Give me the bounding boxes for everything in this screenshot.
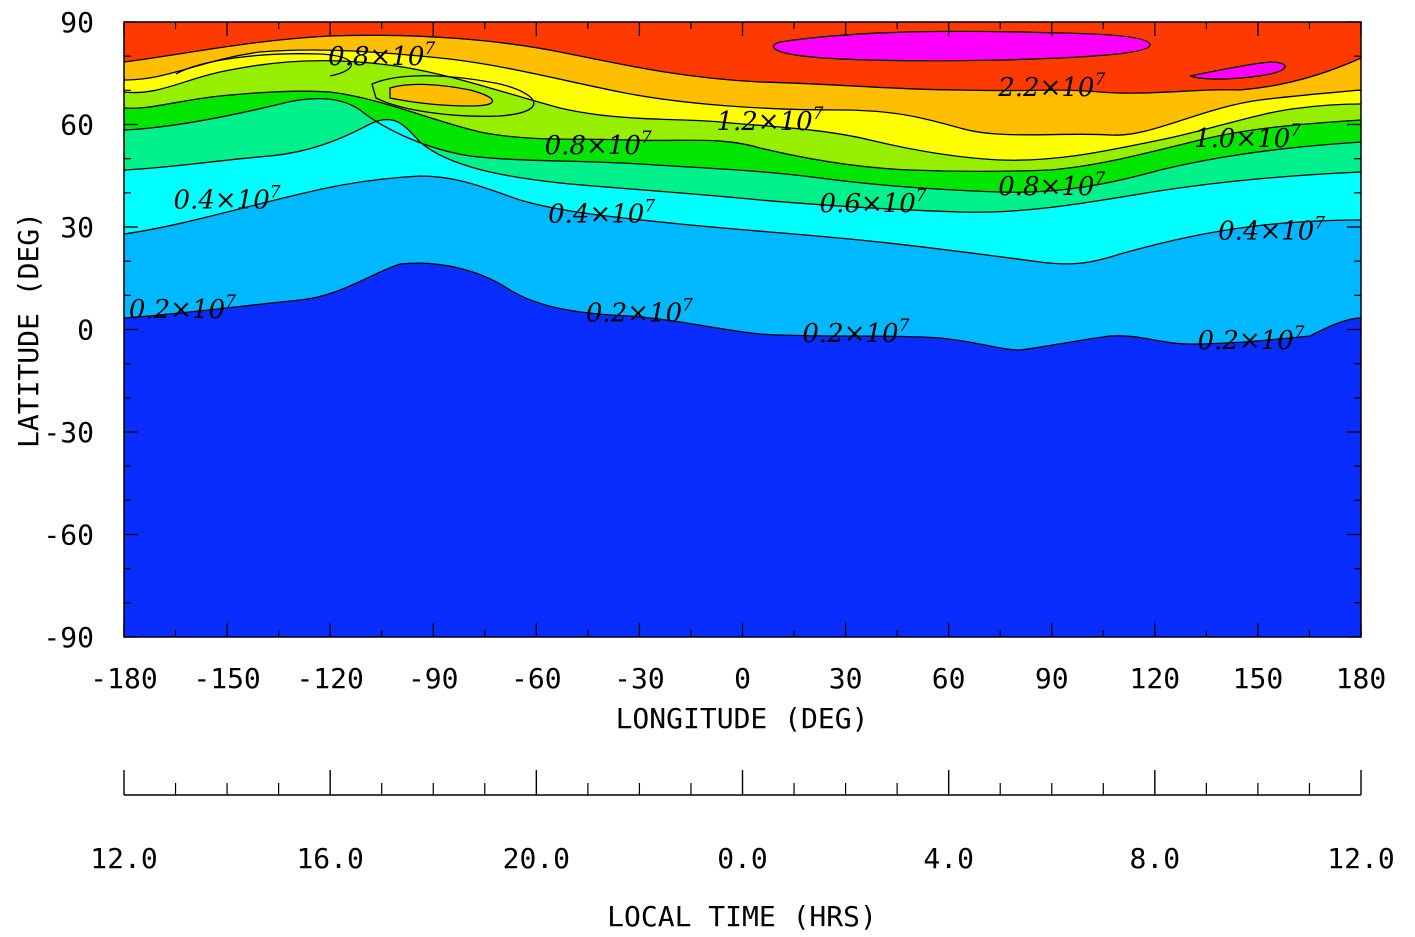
x-tick-label: -150 (193, 662, 260, 695)
local-time-axis-title: LOCAL TIME (HRS) (607, 900, 877, 933)
x-tick-label: 30 (829, 662, 863, 695)
local-time-tick-label: 4.0 (923, 842, 974, 875)
x-tick-label: -120 (296, 662, 363, 695)
contour-fills (124, 22, 1361, 637)
contour-label: 0.4×107 (548, 196, 655, 229)
y-tick-label: -30 (43, 416, 94, 449)
x-axis-ticks: -180 -150 -120 -90 -60 -30 0 30 60 90 120 150 180 (90, 22, 1386, 695)
contour-labels: 0.8×107 2.2×107 1.2×107 0.8×107 1.0×107 0.8×1… (129, 39, 1325, 356)
contour-label: 2.2×107 (997, 70, 1105, 103)
contour-label: 0.2×107 (802, 316, 909, 349)
x-tick-label: -30 (614, 662, 665, 695)
x-tick-label: 150 (1233, 662, 1284, 695)
contour-label: 0.8×107 (545, 128, 652, 161)
contour-label: 0.4×107 (1218, 213, 1325, 246)
contour-lines (124, 30, 1361, 351)
local-time-axis-ticks: 12.0 16.0 20.0 0.0 4.0 8.0 12.0 (90, 770, 1395, 875)
local-time-tick-label: 12.0 (1327, 842, 1394, 875)
contour-label: 0.4×107 (174, 183, 281, 216)
x-axis-title: LONGITUDE (DEG) (616, 702, 869, 735)
contour-label: 0.2×107 (586, 295, 693, 328)
contour-label: 1.0×107 (1194, 121, 1301, 154)
x-tick-label: -180 (90, 662, 157, 695)
local-time-tick-label: 12.0 (90, 842, 157, 875)
local-time-tick-label: 8.0 (1130, 842, 1181, 875)
contour-label: 1.2×107 (716, 104, 823, 137)
contour-label: 0.6×107 (820, 186, 927, 219)
y-tick-label: 30 (60, 211, 94, 244)
y-tick-label: -60 (43, 519, 94, 552)
y-tick-label: 90 (60, 6, 94, 39)
y-tick-label: -90 (43, 621, 94, 654)
local-time-tick-label: 0.0 (717, 842, 768, 875)
x-tick-label: -90 (408, 662, 459, 695)
contour-label: 0.2×107 (129, 292, 236, 325)
x-tick-label: 90 (1035, 662, 1069, 695)
x-tick-label: 60 (932, 662, 966, 695)
x-tick-label: -60 (511, 662, 562, 695)
local-time-tick-label: 16.0 (296, 842, 363, 875)
contour-label: 0.8×107 (328, 39, 435, 72)
contour-label: 0.8×107 (998, 169, 1105, 202)
contour-label: 0.2×107 (1198, 323, 1305, 356)
x-tick-label: 0 (734, 662, 751, 695)
local-time-tick-label: 20.0 (503, 842, 570, 875)
y-tick-label: 0 (77, 314, 94, 347)
x-tick-label: 180 (1336, 662, 1387, 695)
y-axis-ticks: -90 -60 -30 0 30 60 90 (43, 6, 1361, 654)
x-tick-label: 120 (1130, 662, 1181, 695)
y-tick-label: 60 (60, 109, 94, 142)
y-axis-title: LATITUDE (DEG) (12, 212, 45, 448)
